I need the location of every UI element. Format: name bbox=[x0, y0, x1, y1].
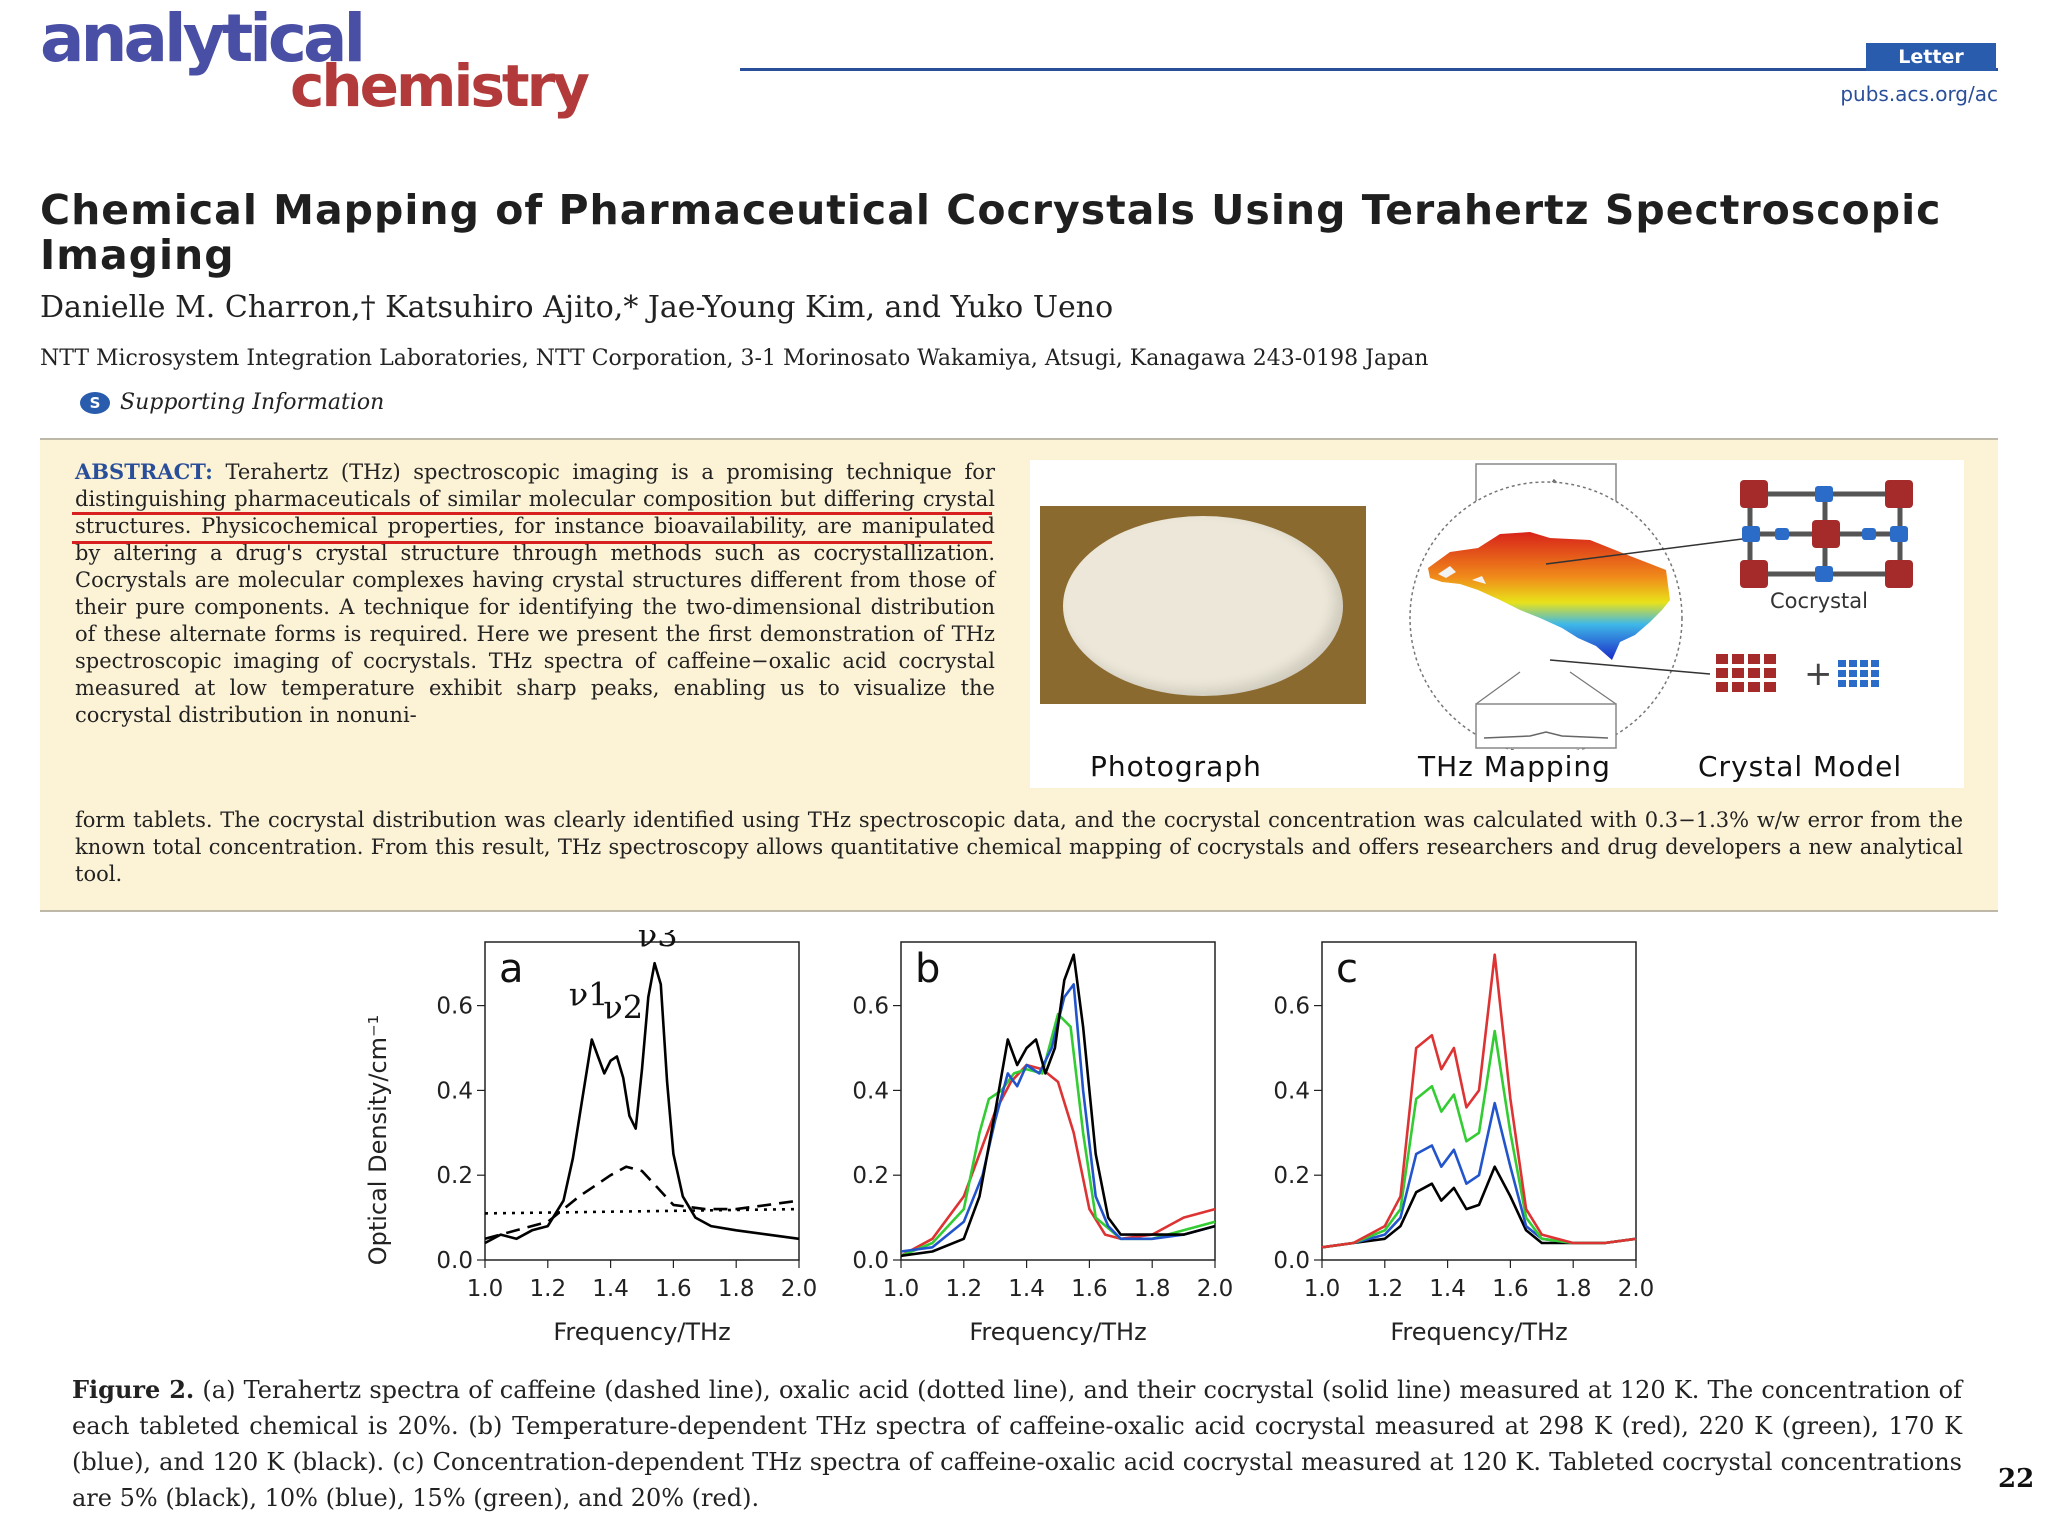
spectrum-line-c-d33 bbox=[1321, 953, 1637, 1249]
map-holes bbox=[1438, 566, 1486, 584]
y-tick-label-c: 0.2 bbox=[1273, 1163, 1310, 1189]
y-tick-label-b: 0.6 bbox=[852, 994, 889, 1020]
cocrystal-lattice-icon bbox=[1740, 480, 1913, 588]
affiliation: NTT Microsystem Integration Laboratories… bbox=[40, 346, 1429, 371]
y-tick-label-c: 0.6 bbox=[1273, 994, 1310, 1020]
x-axis-label-b: Frequency/THz bbox=[969, 1318, 1146, 1346]
panel-label-c: c bbox=[1336, 946, 1358, 992]
x-tick-label-b: 1.4 bbox=[1008, 1276, 1045, 1302]
plot-frame-c bbox=[1321, 941, 1637, 1261]
y-axis-label: Optical Density/cm⁻¹ bbox=[364, 1015, 392, 1266]
x-tick-label-c: 1.6 bbox=[1492, 1276, 1529, 1302]
journal-logo: analytical chemistry bbox=[40, 0, 740, 124]
page-number: 22 bbox=[1998, 1464, 2035, 1494]
x-tick-label-c: 1.4 bbox=[1429, 1276, 1466, 1302]
panel-label-a: a bbox=[499, 946, 524, 992]
x-tick-label-b: 1.6 bbox=[1071, 1276, 1108, 1302]
abstract-text-a: Terahertz (THz) spectroscopic imaging is… bbox=[75, 460, 995, 727]
article-type-badge: Letter bbox=[1866, 43, 1996, 71]
highlight-underline-1 bbox=[72, 512, 992, 515]
x-tick-label-a: 1.8 bbox=[718, 1276, 755, 1302]
arrow-to-cocrystal bbox=[1545, 537, 1751, 565]
article-title: Chemical Mapping of Pharmaceutical Cocry… bbox=[40, 186, 1942, 279]
x-tick-label-b: 1.8 bbox=[1134, 1276, 1171, 1302]
spectrum-line-a-dotted bbox=[484, 1207, 800, 1215]
logo-chemistry: chemistry bbox=[290, 52, 590, 120]
caption-text: (a) Terahertz spectra of caffeine (dashe… bbox=[72, 1376, 1962, 1512]
x-tick-label-c: 2.0 bbox=[1618, 1276, 1655, 1302]
caffeine-crystal-icon bbox=[1716, 654, 1776, 692]
x-tick-label-c: 1.0 bbox=[1304, 1276, 1341, 1302]
x-tick-label-a: 1.2 bbox=[530, 1276, 567, 1302]
y-tick-label-a: 0.6 bbox=[436, 994, 473, 1020]
mini-spectrum-bottom bbox=[1475, 703, 1617, 749]
thz-map-image bbox=[1428, 532, 1670, 660]
y-tick-label-b: 0.2 bbox=[852, 1163, 889, 1189]
mapping-and-model-graphic: + Cocrystal bbox=[1409, 463, 1913, 750]
header-rule bbox=[740, 68, 1998, 71]
x-axis-label-c: Frequency/THz bbox=[1390, 1318, 1567, 1346]
oxalic-acid-crystal-icon bbox=[1838, 660, 1879, 687]
arrow-to-components bbox=[1549, 659, 1711, 675]
cocrystal-label: Cocrystal bbox=[1770, 589, 1868, 613]
logo-analytical: analytical bbox=[40, 0, 366, 77]
figure-2-spectra: Optical Density/cm⁻¹ a 1.0 1.2 1.4 1.6 1.8 2.0… bbox=[364, 930, 1655, 1346]
highlight-underline-2 bbox=[72, 541, 992, 544]
tablet-disc bbox=[1063, 516, 1343, 696]
x-tick-label-a: 2.0 bbox=[781, 1276, 818, 1302]
x-tick-label-a: 1.6 bbox=[655, 1276, 692, 1302]
connector-lines-bottom bbox=[1475, 671, 1617, 705]
supporting-info-icon: S bbox=[80, 391, 110, 414]
x-tick-label-b: 1.0 bbox=[883, 1276, 920, 1302]
spectrum-line-a-solid bbox=[484, 961, 800, 1245]
x-axis-label-a: Frequency/THz bbox=[553, 1318, 730, 1346]
mini-spectrum-bottom-line bbox=[1483, 731, 1609, 739]
spectrum-line-c-000 bbox=[1321, 1165, 1637, 1249]
y-tick-label-c: 0.4 bbox=[1273, 1078, 1310, 1104]
peak-label-2: ν2 bbox=[603, 988, 643, 1026]
caption-label: Figure 2. bbox=[72, 1375, 195, 1404]
y-tick-label-a: 0.2 bbox=[436, 1163, 473, 1189]
abstract-label: ABSTRACT: bbox=[75, 459, 213, 484]
x-tick-label-a: 1.4 bbox=[592, 1276, 629, 1302]
figure-caption: Figure 2. (a) Terahertz spectra of caffe… bbox=[72, 1372, 1962, 1516]
supporting-info-label: Supporting Information bbox=[120, 390, 385, 415]
panel-label-b: b bbox=[915, 946, 940, 992]
y-tick-label-a: 0.0 bbox=[436, 1248, 473, 1274]
y-tick-label-b: 0.0 bbox=[852, 1248, 889, 1274]
label-thz-mapping: THz Mapping bbox=[1418, 750, 1611, 783]
abstract-text: ABSTRACT: Terahertz (THz) spectroscopic … bbox=[75, 458, 995, 729]
y-tick-label-b: 0.4 bbox=[852, 1078, 889, 1104]
x-tick-label-c: 1.8 bbox=[1555, 1276, 1592, 1302]
authors: Danielle M. Charron,† Katsuhiro Ajito,* … bbox=[40, 290, 1114, 325]
abstract-text-continued: form tablets. The cocrystal distribution… bbox=[75, 808, 1963, 886]
plus-sign: + bbox=[1804, 654, 1833, 694]
spectrum-line-b-000 bbox=[900, 953, 1216, 1258]
spectrum-line-a-dashed bbox=[484, 1165, 800, 1241]
x-tick-label-c: 1.2 bbox=[1367, 1276, 1404, 1302]
x-tick-label-b: 2.0 bbox=[1197, 1276, 1234, 1302]
peak-label-3: ν3 bbox=[638, 930, 678, 954]
supporting-information-link[interactable]: S Supporting Information bbox=[80, 390, 384, 415]
y-tick-label-a: 0.4 bbox=[436, 1078, 473, 1104]
label-photograph: Photograph bbox=[1090, 750, 1262, 783]
plot-frame-b bbox=[900, 941, 1216, 1261]
label-crystal-model: Crystal Model bbox=[1698, 750, 1903, 783]
x-tick-label-b: 1.2 bbox=[946, 1276, 983, 1302]
spectrum-line-c-3c3 bbox=[1321, 1029, 1637, 1249]
journal-site-link[interactable]: pubs.acs.org/ac bbox=[1840, 82, 1998, 106]
x-tick-label-a: 1.0 bbox=[467, 1276, 504, 1302]
y-tick-label-c: 0.0 bbox=[1273, 1248, 1310, 1274]
peak-label-1: ν1 bbox=[569, 976, 609, 1014]
